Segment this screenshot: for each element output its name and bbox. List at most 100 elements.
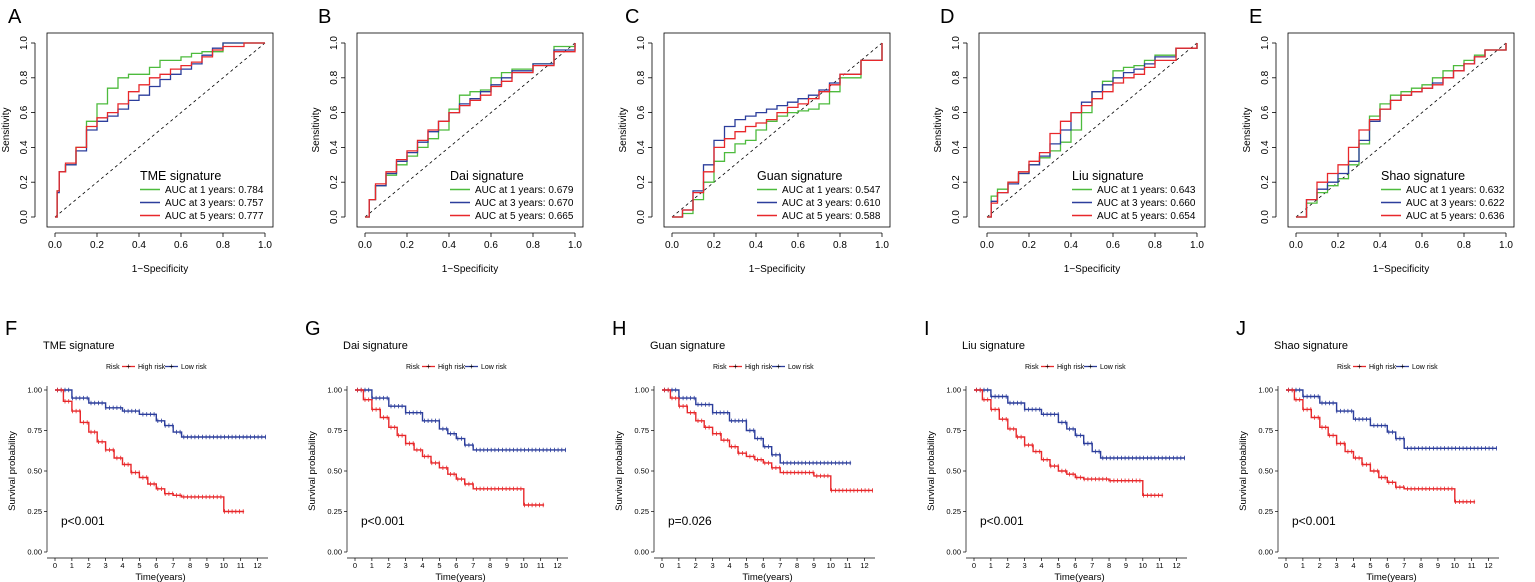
x-tick-label: 10 <box>520 561 528 570</box>
x-tick-label: 0.0 <box>358 240 372 251</box>
panel-letter: C <box>625 6 639 28</box>
x-tick-label: 1 <box>70 561 74 570</box>
km-curve-high-risk <box>355 389 545 506</box>
y-tick-label: 0.8 <box>636 70 647 84</box>
x-tick-label: 10 <box>1139 561 1147 570</box>
y-axis-title: Sensitivity <box>1 107 12 152</box>
x-tick-label: 3 <box>1023 561 1027 570</box>
y-tick-label: 1.0 <box>19 36 30 50</box>
y-tick-label: 0.6 <box>951 105 962 119</box>
legend-label: AUC at 5 years: 0.636 <box>1406 211 1505 222</box>
signature-title: Dai signature <box>450 169 524 183</box>
x-tick-label: 11 <box>237 561 245 570</box>
legend-label: AUC at 1 years: 0.679 <box>475 185 574 196</box>
x-tick-label: 0 <box>1284 561 1288 570</box>
censor-marks <box>57 387 244 514</box>
signature-title: Dai signature <box>343 340 408 352</box>
signature-title: Guan signature <box>650 340 725 352</box>
roc-panel-d: D 0.0 0.2 0.4 0.6 0.8 1.0 1−Specificity 0.0 0.2 0.… <box>933 6 1206 275</box>
km-curve-high-risk <box>1286 389 1476 503</box>
legend-title: Risk <box>713 364 727 371</box>
legend-label: AUC at 3 years: 0.660 <box>1097 198 1196 209</box>
y-tick-label: 1.00 <box>1258 386 1273 395</box>
x-tick-label: 3 <box>104 561 108 570</box>
x-tick-label: 5 <box>137 561 141 570</box>
x-tick-label: 4 <box>120 561 124 570</box>
y-tick-label: 0.50 <box>634 467 649 476</box>
y-tick-label: 0.00 <box>634 548 649 557</box>
roc-curve-5yr <box>1296 43 1507 218</box>
x-tick-label: 0.2 <box>90 240 104 251</box>
roc-panel-e: E 0.0 0.2 0.4 0.6 0.8 1.0 1−Specificity 0.0 0.2 0.… <box>1242 6 1515 275</box>
signature-title: TME signature <box>43 340 115 352</box>
x-tick-label: 7 <box>1402 561 1406 570</box>
y-axis-title: Survival probability <box>614 431 625 511</box>
y-axis-title: Survival probability <box>1238 431 1249 511</box>
p-value: p<0.001 <box>1292 514 1336 528</box>
x-tick-label: 9 <box>1436 561 1440 570</box>
y-tick-label: 0.00 <box>946 548 961 557</box>
p-value: p<0.001 <box>361 514 405 528</box>
legend-label: AUC at 1 years: 0.643 <box>1097 185 1196 196</box>
legend-title: Risk <box>1025 364 1039 371</box>
x-tick-label: 1 <box>370 561 374 570</box>
x-tick-label: 4 <box>1039 561 1043 570</box>
panel-letter: E <box>1249 6 1262 28</box>
legend-plus-high: + <box>1357 362 1362 371</box>
y-tick-label: 0.50 <box>946 467 961 476</box>
legend-plus-low: + <box>169 362 174 371</box>
legend-label: AUC at 5 years: 0.777 <box>165 211 264 222</box>
x-tick-label: 9 <box>505 561 509 570</box>
x-tick-label: 0.0 <box>48 240 62 251</box>
legend-label: AUC at 5 years: 0.588 <box>782 211 881 222</box>
y-tick-label: 0.00 <box>27 548 42 557</box>
x-tick-label: 1 <box>1301 561 1305 570</box>
x-tick-label: 1.0 <box>258 240 272 251</box>
y-tick-label: 0.75 <box>1258 426 1273 435</box>
x-tick-label: 4 <box>1351 561 1355 570</box>
x-tick-label: 3 <box>711 561 715 570</box>
y-tick-label: 0.6 <box>329 105 340 119</box>
y-tick-label: 1.0 <box>329 36 340 50</box>
x-tick-label: 10 <box>220 561 228 570</box>
p-value: p=0.026 <box>668 514 712 528</box>
x-tick-label: 9 <box>205 561 209 570</box>
y-tick-label: 0.2 <box>329 175 340 189</box>
panel-letter: I <box>924 318 930 340</box>
x-tick-label: 12 <box>1172 561 1180 570</box>
y-tick-label: 0.8 <box>329 70 340 84</box>
censor-marks <box>976 387 1163 498</box>
panel-letter: G <box>305 318 321 340</box>
legend-label-low: Low risk <box>1412 364 1438 371</box>
x-tick-label: 5 <box>1056 561 1060 570</box>
y-axis-title: Sensitivity <box>1242 107 1253 152</box>
plot-frame <box>663 32 891 228</box>
x-tick-label: 1.0 <box>1499 240 1513 251</box>
p-value: p<0.001 <box>61 514 105 528</box>
legend-plus-high: + <box>426 362 431 371</box>
x-tick-label: 0 <box>53 561 57 570</box>
legend-label-high: High risk <box>1057 364 1085 371</box>
y-tick-label: 0.2 <box>951 175 962 189</box>
signature-title: Liu signature <box>1072 169 1144 183</box>
legend-plus-high: + <box>126 362 131 371</box>
legend-plus-low: + <box>1088 362 1093 371</box>
y-tick-label: 1.0 <box>951 36 962 50</box>
legend-label-low: Low risk <box>181 364 207 371</box>
x-tick-label: 0.2 <box>1331 240 1345 251</box>
x-tick-label: 0.0 <box>980 240 994 251</box>
y-tick-label: 0.75 <box>327 426 342 435</box>
plot-frame <box>978 32 1206 228</box>
x-tick-label: 11 <box>1156 561 1164 570</box>
x-tick-label: 0 <box>660 561 664 570</box>
x-tick-label: 1 <box>677 561 681 570</box>
y-tick-label: 0.00 <box>327 548 342 557</box>
y-tick-label: 0.0 <box>329 210 340 224</box>
y-axis-title: Sensitivity <box>933 107 944 152</box>
y-tick-label: 1.00 <box>634 386 649 395</box>
x-tick-label: 2 <box>87 561 91 570</box>
